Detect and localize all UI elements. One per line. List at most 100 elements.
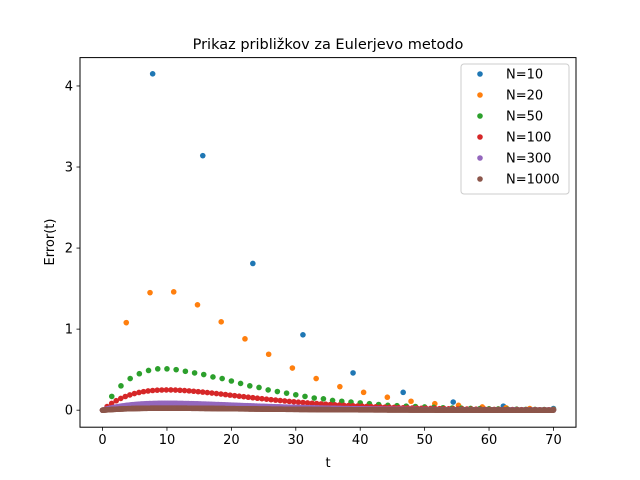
data-point <box>190 388 197 395</box>
data-point <box>117 395 124 402</box>
data-point <box>300 332 306 338</box>
chart-title: Prikaz približkov za Eulerjevo metodo <box>193 37 464 53</box>
data-point <box>250 394 256 401</box>
data-point <box>218 319 224 325</box>
x-tick-label: 10 <box>159 433 176 448</box>
data-point <box>291 398 297 405</box>
legend-label: N=300 <box>506 152 551 167</box>
data-point <box>292 391 299 398</box>
y-tick-label: 2 <box>65 242 73 257</box>
x-tick-label: 70 <box>545 433 562 448</box>
data-point <box>337 383 343 390</box>
data-point <box>281 398 288 404</box>
data-point <box>313 375 319 382</box>
data-point <box>289 365 296 371</box>
data-point <box>168 387 174 393</box>
data-point <box>181 387 188 394</box>
data-point <box>136 389 142 396</box>
legend-label: N=1000 <box>506 173 560 188</box>
data-point <box>163 387 170 393</box>
data-point <box>158 387 165 393</box>
data-point <box>209 390 215 396</box>
data-point <box>199 389 206 395</box>
y-tick-label: 3 <box>65 161 73 176</box>
data-point <box>283 390 290 396</box>
y-axis-label: Error(t) <box>43 219 58 266</box>
data-point <box>265 387 271 393</box>
data-point <box>360 389 367 396</box>
data-point <box>218 391 224 397</box>
data-point <box>237 380 244 387</box>
data-point <box>154 387 160 393</box>
data-point <box>254 395 261 402</box>
legend-label: N=10 <box>506 68 543 83</box>
data-point <box>263 396 270 402</box>
x-tick-label: 60 <box>481 433 498 448</box>
data-point <box>147 289 153 296</box>
x-ticks: 0 10 20 30 40 50 60 70 <box>98 427 562 448</box>
x-tick-label: 40 <box>352 433 369 448</box>
y-tick-label: 4 <box>65 79 73 94</box>
data-point <box>309 400 315 407</box>
data-point <box>136 370 143 377</box>
data-point <box>256 384 262 391</box>
legend: N=10 N=20 N=50 N=100 N=300 N=1000 <box>460 63 570 195</box>
legend-box <box>460 63 570 195</box>
legend-label: N=100 <box>506 131 551 146</box>
data-point <box>127 392 133 398</box>
data-point <box>222 391 229 398</box>
data-point <box>231 392 238 399</box>
x-tick-label: 30 <box>288 433 305 448</box>
legend-marker <box>477 92 483 98</box>
data-point <box>172 387 179 393</box>
data-point <box>204 389 211 396</box>
data-point <box>295 399 302 405</box>
data-point <box>170 289 177 295</box>
data-point <box>320 396 327 402</box>
data-point <box>228 378 235 384</box>
data-point <box>145 367 152 374</box>
data-point <box>145 388 151 394</box>
data-point <box>247 383 253 389</box>
data-point <box>313 400 320 407</box>
data-point <box>213 390 220 397</box>
data-point <box>408 398 414 405</box>
data-point <box>236 393 242 399</box>
legend-label: N=50 <box>506 110 543 125</box>
data-point <box>199 152 206 159</box>
y-ticks: 0 1 2 3 4 <box>65 79 80 419</box>
data-point <box>250 260 256 267</box>
data-point <box>149 387 156 394</box>
series-N=1000 <box>99 405 557 413</box>
data-point <box>259 395 265 402</box>
data-point <box>277 397 283 404</box>
y-tick-label: 0 <box>65 404 73 419</box>
data-point <box>182 368 189 375</box>
data-point <box>286 398 293 405</box>
data-point <box>194 302 201 308</box>
data-point <box>242 336 248 342</box>
data-point <box>177 387 183 394</box>
legend-marker <box>477 113 483 119</box>
data-point <box>186 388 192 394</box>
y-tick-label: 1 <box>65 323 73 338</box>
data-point <box>118 383 124 389</box>
data-point <box>240 393 247 400</box>
data-point <box>450 399 457 405</box>
data-point <box>245 394 252 401</box>
legend-marker <box>477 155 483 161</box>
x-tick-label: 50 <box>416 433 433 448</box>
data-point <box>154 366 161 372</box>
data-point <box>550 407 557 413</box>
legend-label: N=20 <box>506 89 543 104</box>
x-tick-label: 20 <box>223 433 240 448</box>
data-point <box>108 393 115 400</box>
data-point <box>300 399 306 406</box>
legend-marker <box>477 134 483 140</box>
data-point <box>131 390 138 397</box>
data-point <box>191 370 198 376</box>
data-point <box>302 393 308 400</box>
plot-frame <box>79 57 577 428</box>
x-tick-label: 0 <box>98 433 106 448</box>
